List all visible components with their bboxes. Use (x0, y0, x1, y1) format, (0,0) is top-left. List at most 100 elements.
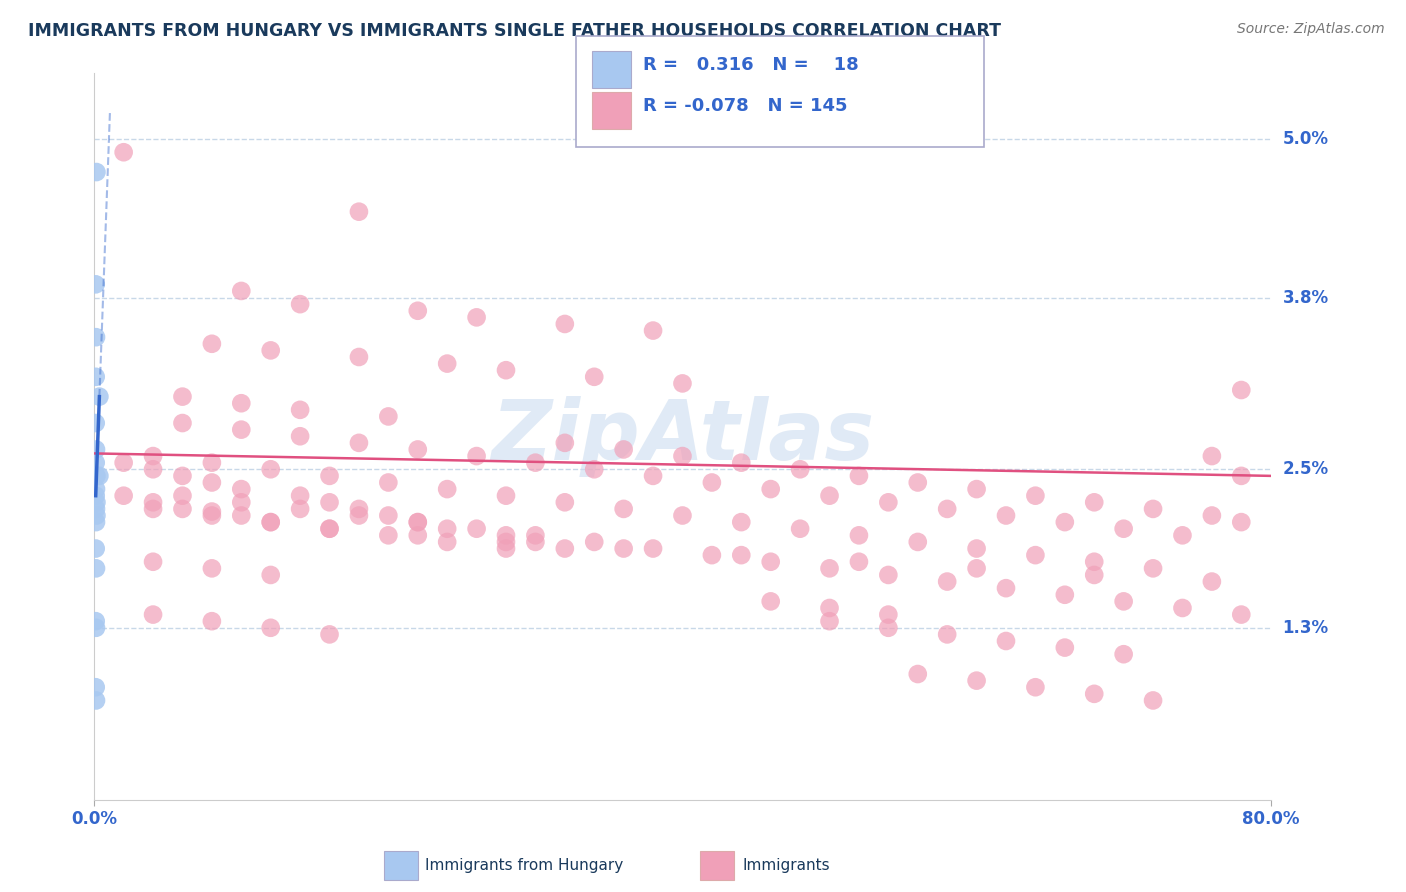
Point (231, 396, 253, 410)
Point (465, 449, 488, 463)
Point (465, 522, 488, 536)
Point (84, 489, 107, 503)
Text: Immigrants from Hungary: Immigrants from Hungary (425, 858, 623, 872)
Point (583, 369, 606, 384)
Point (613, 541, 636, 556)
Point (231, 495, 253, 509)
Point (288, 429, 311, 443)
Point (86, 468, 108, 483)
Point (1083, 555, 1105, 569)
Point (818, 614, 841, 628)
Point (1201, 449, 1223, 463)
Point (201, 456, 224, 470)
Point (966, 541, 988, 556)
Point (377, 508, 399, 523)
Text: ZipAtlas: ZipAtlas (491, 396, 875, 476)
Point (172, 390, 194, 404)
Point (84, 515, 107, 529)
Point (1024, 489, 1046, 503)
Point (112, 489, 135, 503)
Point (524, 528, 547, 542)
Point (377, 528, 399, 542)
Point (1024, 548, 1046, 562)
Point (1230, 607, 1253, 622)
Point (936, 502, 959, 516)
Point (818, 601, 841, 615)
Point (1083, 568, 1105, 582)
Point (759, 482, 782, 496)
Point (1230, 383, 1253, 397)
Point (1053, 640, 1076, 655)
Point (641, 468, 664, 483)
Point (142, 462, 165, 476)
Point (436, 482, 458, 496)
Point (818, 489, 841, 503)
Point (172, 468, 194, 483)
Point (554, 495, 576, 509)
Point (1024, 680, 1046, 694)
Point (201, 504, 224, 518)
Point (347, 435, 370, 450)
Point (260, 462, 283, 476)
Point (406, 515, 429, 529)
Point (877, 495, 900, 509)
Point (995, 581, 1018, 595)
Point (1053, 515, 1076, 529)
Point (495, 535, 517, 549)
Point (877, 621, 900, 635)
Point (201, 561, 224, 575)
Point (406, 528, 429, 542)
Text: Immigrants: Immigrants (742, 858, 830, 872)
Point (142, 495, 165, 509)
Point (112, 456, 135, 470)
Point (86, 508, 108, 523)
Point (671, 376, 693, 391)
Point (260, 515, 283, 529)
Point (554, 541, 576, 556)
Point (288, 502, 311, 516)
Text: 2.5%: 2.5% (1282, 460, 1329, 478)
Point (907, 535, 929, 549)
Point (142, 502, 165, 516)
Point (89, 390, 111, 404)
Point (347, 502, 370, 516)
Point (1201, 508, 1223, 523)
Point (524, 535, 547, 549)
Point (789, 522, 811, 536)
Point (84, 369, 107, 384)
Point (995, 634, 1018, 648)
Point (1142, 561, 1164, 575)
Point (260, 343, 283, 358)
Point (789, 462, 811, 476)
Point (260, 515, 283, 529)
Point (907, 667, 929, 681)
Point (1083, 687, 1105, 701)
Text: R = -0.078   N = 145: R = -0.078 N = 145 (643, 97, 846, 115)
Point (700, 548, 723, 562)
Point (84, 330, 107, 344)
Point (84, 561, 107, 575)
Point (495, 541, 517, 556)
Point (966, 673, 988, 688)
Point (201, 614, 224, 628)
Point (231, 423, 253, 437)
Point (231, 482, 253, 496)
Point (142, 449, 165, 463)
Point (201, 475, 224, 490)
Point (554, 317, 576, 331)
Point (436, 522, 458, 536)
Point (613, 442, 636, 457)
Point (1112, 594, 1135, 608)
Point (84, 277, 107, 292)
Point (1112, 647, 1135, 661)
Point (436, 357, 458, 371)
Point (406, 515, 429, 529)
Point (347, 204, 370, 219)
Text: R =   0.316   N =    18: R = 0.316 N = 18 (643, 56, 858, 74)
Point (86, 165, 108, 179)
Point (84, 502, 107, 516)
Point (936, 627, 959, 641)
Point (495, 528, 517, 542)
Point (877, 568, 900, 582)
Point (1171, 601, 1194, 615)
